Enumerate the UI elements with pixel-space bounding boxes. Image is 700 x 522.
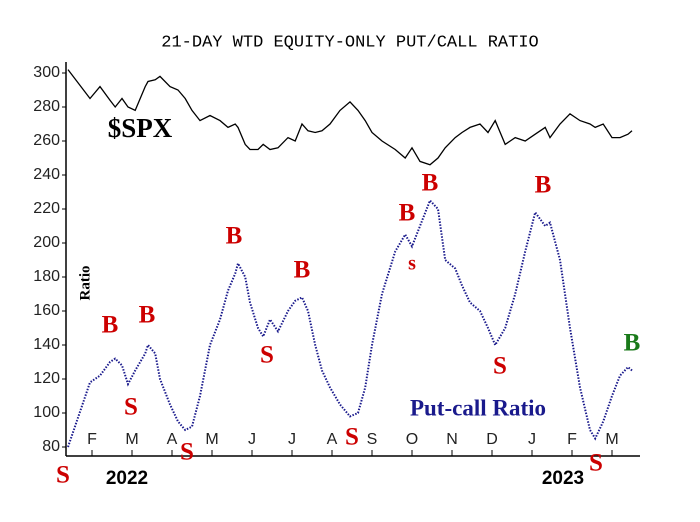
y-tick-label: 260	[33, 132, 60, 149]
signal-annotation: S	[345, 424, 359, 451]
signal-annotation: B	[139, 302, 156, 329]
year-label: 2022	[106, 468, 148, 489]
series-label: Put-call Ratio	[410, 395, 546, 420]
signal-annotation: S	[180, 439, 194, 466]
y-tick-label: 180	[33, 268, 60, 285]
y-tick-label: 120	[33, 370, 60, 387]
signal-annotation: S	[589, 450, 603, 477]
series-label: $SPX	[108, 113, 173, 143]
x-tick-label: F	[567, 431, 577, 448]
x-tick-label: M	[125, 431, 138, 448]
x-tick-label: M	[605, 431, 618, 448]
y-tick-label: 240	[33, 166, 60, 183]
x-tick-label: D	[486, 431, 498, 448]
x-tick-label: A	[327, 431, 338, 448]
y-tick-label: 80	[42, 438, 60, 455]
signal-annotation: B	[399, 200, 416, 227]
x-tick-label: N	[446, 431, 458, 448]
signal-annotation: S	[56, 462, 70, 489]
y-axis-label: Ratio	[77, 266, 93, 301]
y-tick-label: 220	[33, 200, 60, 217]
x-tick-label: J	[528, 431, 536, 448]
x-tick-label: J	[248, 431, 256, 448]
x-tick-label: S	[367, 431, 378, 448]
x-tick-label: J	[288, 431, 296, 448]
signal-annotation: B	[102, 312, 119, 339]
year-label: 2023	[542, 468, 584, 489]
signal-annotation: B	[226, 223, 243, 250]
x-tick-label: F	[87, 431, 97, 448]
y-tick-label: 100	[33, 404, 60, 421]
x-tick-label: M	[205, 431, 218, 448]
series-line	[67, 69, 633, 166]
signal-annotation: B	[294, 257, 311, 284]
signal-annotation: B	[422, 170, 439, 197]
x-tick-label: O	[406, 431, 418, 448]
signal-annotation: S	[493, 353, 507, 380]
y-tick-label: 280	[33, 98, 60, 115]
y-tick-label: 160	[33, 302, 60, 319]
y-tick-label: 140	[33, 336, 60, 353]
signal-annotation: B	[535, 172, 552, 199]
y-tick-label: 200	[33, 234, 60, 251]
signal-annotation: B	[624, 330, 641, 357]
chart-title: 21-DAY WTD EQUITY-ONLY PUT/CALL RATIO	[161, 33, 538, 52]
signal-annotation: S	[124, 394, 138, 421]
signal-annotation: S	[260, 342, 274, 369]
y-tick-label: 300	[33, 64, 60, 81]
x-tick-label: A	[167, 431, 178, 448]
signal-annotation: s	[408, 253, 416, 275]
